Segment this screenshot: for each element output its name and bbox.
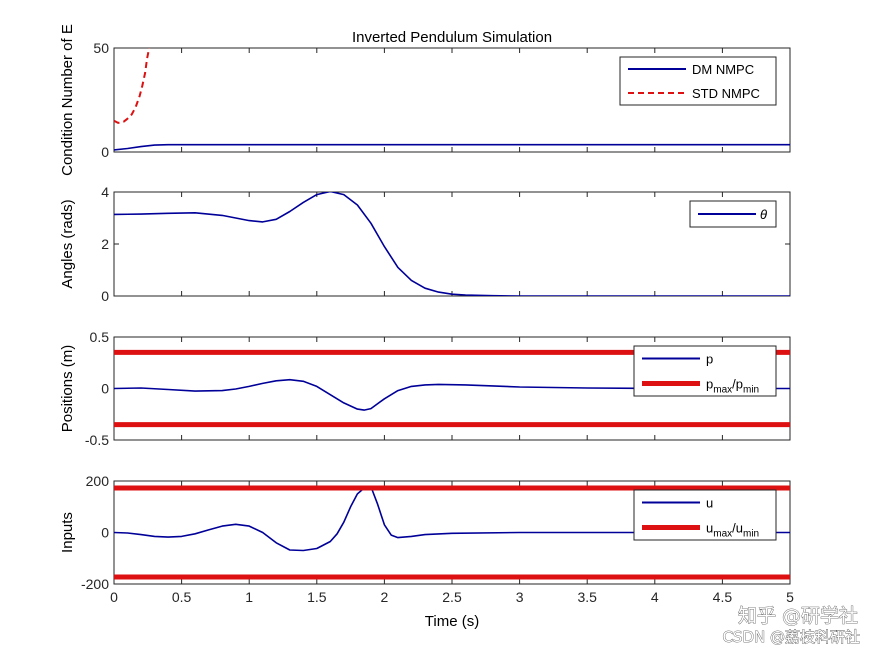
x-tick-label: 1 [245, 589, 253, 605]
series-line-u [114, 486, 790, 552]
x-tick-label: 1.5 [307, 589, 327, 605]
series-line-dm-nmpc [114, 143, 790, 151]
legend: DM NMPC STD NMPC [619, 56, 777, 106]
y-axis-label: Inputs [59, 512, 76, 553]
legend-label: umax/umin [706, 521, 759, 540]
x-tick-label: 5 [786, 589, 794, 605]
y-tick-label: 0 [101, 144, 109, 160]
legend-label: DM NMPC [692, 62, 754, 77]
y-tick-label: 200 [86, 473, 110, 489]
x-tick-label: 3.5 [577, 589, 597, 605]
y-tick-label: 0 [101, 381, 109, 397]
legend-label: u [706, 496, 713, 511]
series-group [114, 48, 790, 151]
series-group [114, 192, 790, 296]
figure-title: Inverted Pendulum Simulation [352, 29, 552, 46]
y-axis-label: Angles (rads) [59, 199, 76, 288]
y-tick-label: 2 [101, 236, 109, 252]
watermark-line2: CSDN @荔枝科研社 [722, 628, 860, 646]
x-tick-label: 3 [516, 589, 524, 605]
y-tick-label: 0 [101, 288, 109, 304]
legend-box [633, 489, 777, 541]
y-tick-label: -200 [81, 576, 109, 592]
plot-area [113, 191, 791, 297]
subplot-1: 0 50 Condition Number of E DM NMPC STD NMPC [59, 24, 791, 176]
legend-label: p [706, 352, 713, 367]
legend: p pmax/pmin [633, 345, 777, 397]
legend-label: STD NMPC [692, 86, 760, 101]
x-tick-label: 0.5 [172, 589, 192, 605]
x-tick-label: 4.5 [713, 589, 733, 605]
x-axis-label: Time (s) [425, 613, 479, 630]
legend-box [633, 345, 777, 397]
subplot-4: 0 0.5 1 1.5 2 2.5 3 3.5 4 4.5 5-2000200Inputsuumax… [59, 473, 794, 605]
y-tick-label: -0.5 [85, 432, 109, 448]
y-tick-label: 4 [101, 184, 109, 200]
legend-label: pmax/pmin [706, 377, 759, 396]
subplot-3: -0.5 0 0.5 Positions (m) p pmax/pmin [59, 329, 791, 448]
series-line-θ [114, 192, 790, 296]
y-axis-label: Positions (m) [59, 345, 76, 433]
series-group [114, 485, 790, 580]
y-tick-label: 0.5 [90, 329, 110, 345]
legend: u umax/umin [633, 489, 777, 541]
y-tick-label: 0 [101, 525, 109, 541]
subplot-2: 0 2 4 Angles (rads) θ [59, 184, 791, 304]
legend-label: θ [760, 207, 767, 222]
x-tick-label: 0 [110, 589, 118, 605]
series-line-p [114, 378, 790, 411]
legend: θ [689, 200, 777, 228]
x-tick-label: 2 [381, 589, 389, 605]
watermark-line1: 知乎 @研学社 [738, 605, 858, 627]
x-tick-label: 4 [651, 589, 659, 605]
y-tick-label: 50 [93, 40, 109, 56]
x-tick-label: 2.5 [442, 589, 462, 605]
legend-box [619, 56, 777, 106]
y-axis-label: Condition Number of E [59, 24, 76, 176]
